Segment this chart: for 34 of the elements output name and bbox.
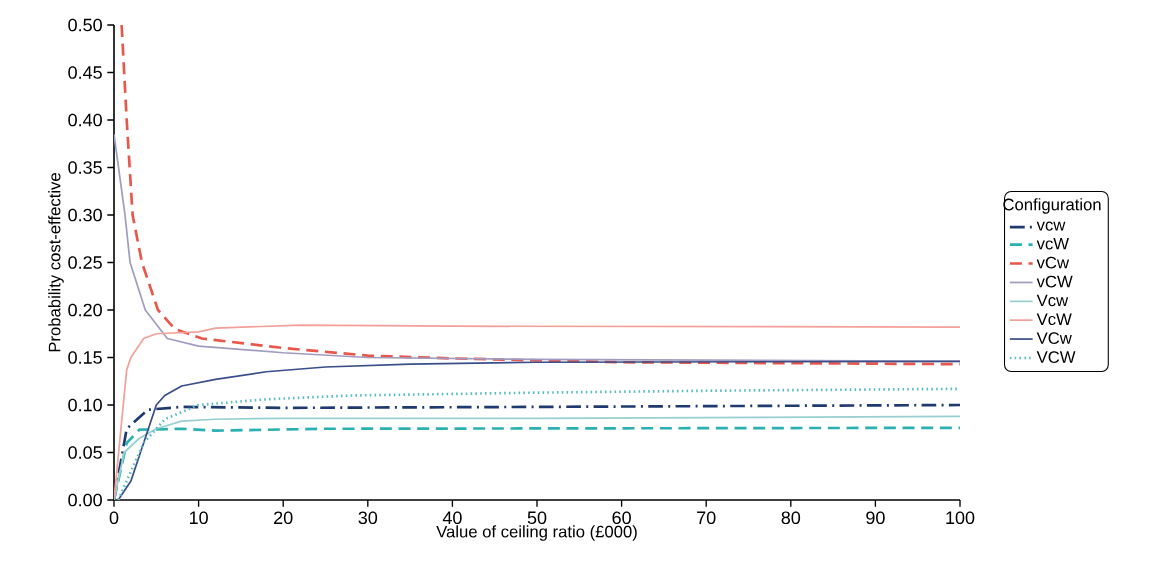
y-tick-label: 0.20 bbox=[68, 303, 102, 317]
legend-label: VCw bbox=[1036, 332, 1072, 345]
line-series bbox=[120, 25, 960, 366]
legend-label: vCW bbox=[1036, 275, 1073, 288]
y-axis-title: Probability cost-effective bbox=[48, 173, 64, 352]
y-tick-label: 0.50 bbox=[68, 18, 102, 32]
y-tick-label: 0.35 bbox=[68, 161, 102, 174]
x-tick-label: 60 bbox=[612, 511, 631, 525]
x-tick-label: 0 bbox=[109, 511, 119, 525]
x-tick-label: 80 bbox=[781, 511, 801, 525]
y-tick-label: 0.15 bbox=[68, 351, 102, 364]
x-tick-label: 30 bbox=[358, 511, 378, 525]
y-tick-label: 0.30 bbox=[68, 208, 102, 222]
legend-label: vCw bbox=[1036, 256, 1070, 269]
x-tick-label: 20 bbox=[274, 511, 293, 525]
legend-label: vcW bbox=[1036, 237, 1069, 250]
y-tick-label: 0.45 bbox=[68, 66, 102, 79]
legend-label: vcw bbox=[1036, 221, 1066, 231]
legend-label: VcW bbox=[1036, 313, 1072, 326]
x-tick-label: 10 bbox=[189, 511, 208, 525]
y-tick-label: 0.05 bbox=[68, 446, 102, 459]
y-tick-label: 0.25 bbox=[68, 256, 102, 269]
y-tick-label: 0.10 bbox=[68, 398, 102, 412]
legend-label: Vcw bbox=[1036, 294, 1069, 307]
legend-label: VCW bbox=[1036, 351, 1076, 363]
y-tick-label: 0.40 bbox=[68, 113, 102, 127]
x-axis-title: Value of ceiling ratio (£000) bbox=[436, 525, 637, 541]
x-tick-label: 90 bbox=[866, 511, 885, 525]
x-tick-label: 40 bbox=[442, 511, 462, 525]
x-tick-label: 100 bbox=[946, 511, 975, 525]
x-tick-label: 70 bbox=[697, 511, 716, 525]
y-tick-label: 0.00 bbox=[68, 493, 102, 507]
line-series bbox=[117, 360, 960, 500]
x-tick-label: 50 bbox=[527, 511, 547, 525]
